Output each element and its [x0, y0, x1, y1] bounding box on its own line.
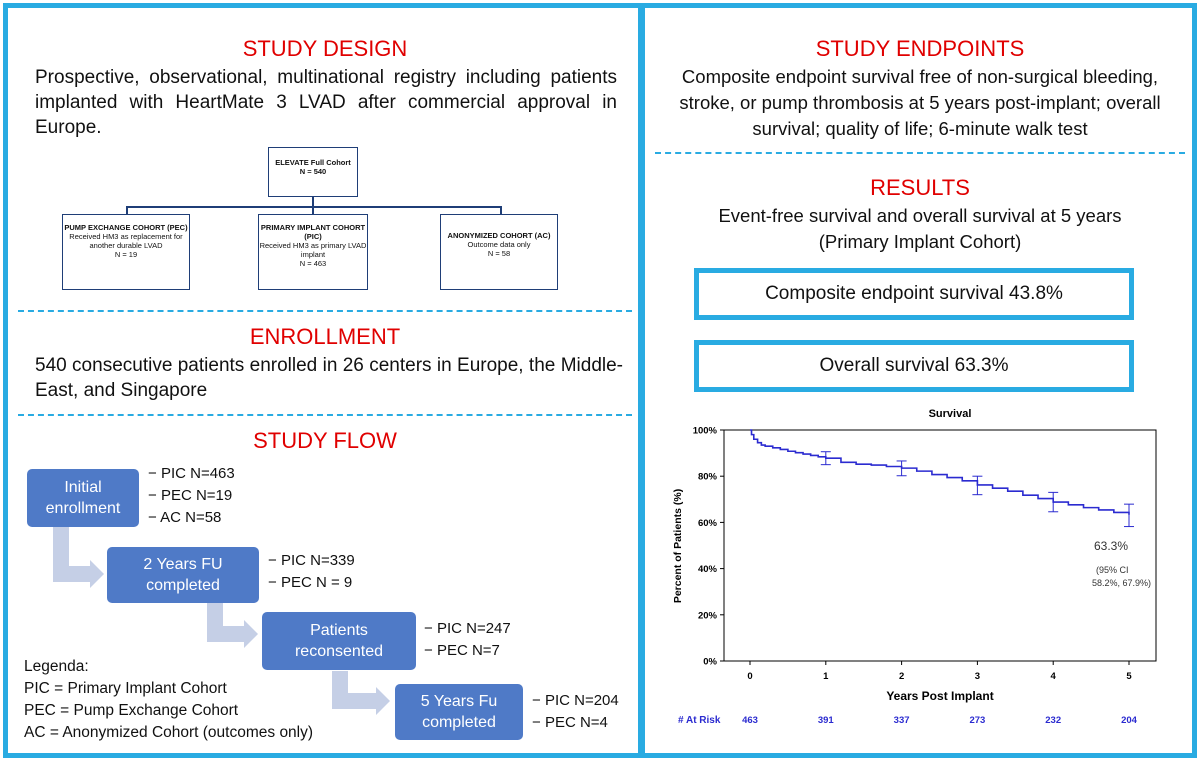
connector	[312, 206, 314, 214]
org-child-name: ANONYMIZED COHORT (AC)	[447, 231, 551, 240]
at-risk-value: 337	[894, 715, 910, 726]
flow-item: AC N=58	[148, 507, 235, 529]
y-tick-label: 60%	[698, 518, 718, 529]
org-child-n: N = 19	[114, 250, 138, 259]
composite-survival-box: Composite endpoint survival 43.8%	[694, 268, 1134, 320]
study-design-title: STUDY DESIGN	[242, 36, 408, 61]
divider	[18, 310, 632, 312]
org-child-desc: Outcome data only	[467, 240, 531, 249]
org-child-ac: ANONYMIZED COHORT (AC) Outcome data only…	[440, 214, 558, 290]
flow-item: PIC N=247	[424, 618, 511, 640]
at-risk-value: 204	[1121, 715, 1138, 726]
at-risk-label: # At Risk	[678, 715, 721, 726]
connector	[126, 206, 128, 214]
x-tick-label: 2	[899, 671, 904, 682]
org-child-pic: PRIMARY IMPLANT COHORT (PIC) Received HM…	[258, 214, 368, 290]
at-risk-value: 232	[1045, 715, 1061, 726]
y-tick-label: 20%	[698, 610, 718, 621]
chart-title: Survival	[929, 408, 972, 420]
curve-annotation-ci: (95% CI	[1096, 565, 1129, 575]
at-risk-value: 463	[742, 715, 758, 726]
enrollment-title: ENROLLMENT	[249, 324, 401, 349]
flow-item: PEC N=19	[148, 485, 235, 507]
overall-survival-box: Overall survival 63.3%	[694, 340, 1134, 392]
curve-annotation-value: 63.3%	[1094, 539, 1128, 553]
flow-step-list: PIC N=339 PEC N = 9	[268, 550, 355, 594]
flow-step-label: 2 Years FU completed	[143, 556, 223, 594]
flow-item: PEC N = 9	[268, 572, 355, 594]
flow-item: PIC N=339	[268, 550, 355, 572]
flow-step-initial: Initial enrollment	[27, 469, 139, 527]
flow-step-reconsent: Patients reconsented	[262, 612, 416, 670]
org-child-name: PRIMARY IMPLANT COHORT (PIC)	[260, 223, 366, 241]
x-tick-label: 4	[1051, 671, 1057, 682]
y-axis-label: Percent of Patients (%)	[672, 489, 684, 603]
flow-item: PEC N=7	[424, 640, 511, 662]
flow-item: PIC N=204	[532, 690, 619, 712]
x-tick-label: 0	[747, 671, 752, 682]
org-top-n: N = 540	[299, 167, 327, 176]
right-panel	[640, 3, 1197, 758]
x-tick-label: 3	[975, 671, 980, 682]
flow-step-label: Initial enrollment	[45, 479, 121, 517]
org-child-name: PUMP EXCHANGE COHORT (PEC)	[64, 223, 188, 232]
flow-step-list: PIC N=463 PEC N=19 AC N=58	[148, 463, 235, 529]
survival-curve	[750, 429, 1130, 515]
study-flow-title: STUDY FLOW	[253, 428, 397, 453]
legend-title: Legenda:	[24, 658, 89, 675]
connector	[500, 206, 502, 214]
flow-item: PEC N=4	[532, 712, 619, 734]
org-top-box: ELEVATE Full Cohort N = 540	[268, 147, 358, 197]
at-risk-value: 391	[818, 715, 835, 726]
divider	[18, 414, 632, 416]
results-title: RESULTS	[870, 175, 970, 200]
org-child-desc: Received HM3 as primary LVAD implant	[259, 241, 367, 259]
x-axis-label: Years Post Implant	[886, 689, 993, 703]
flow-item: PIC N=463	[148, 463, 235, 485]
org-child-n: N = 463	[299, 259, 327, 268]
legend-item: PIC = Primary Implant Cohort	[24, 680, 227, 697]
org-child-pec: PUMP EXCHANGE COHORT (PEC) Received HM3 …	[62, 214, 190, 290]
endpoints-title: STUDY ENDPOINTS	[815, 36, 1025, 61]
results-subtitle-line: (Primary Implant Cohort)	[818, 231, 1022, 252]
connector	[312, 197, 314, 207]
study-design-text: Prospective, observational, multinationa…	[35, 67, 617, 138]
endpoints-text: Composite endpoint survival free of non-…	[679, 66, 1161, 139]
at-risk-value: 273	[969, 715, 985, 726]
y-tick-label: 0%	[703, 657, 717, 668]
curve-annotation-ci: 58.2%, 67.9%)	[1092, 578, 1151, 588]
org-child-n: N = 58	[487, 249, 511, 258]
org-child-desc: Received HM3 as replacement for another …	[69, 232, 183, 250]
enrollment-text: 540 consecutive patients enrolled in 26 …	[35, 355, 623, 401]
flow-legend: Legenda: PIC = Primary Implant Cohort PE…	[24, 656, 313, 744]
org-top-name: ELEVATE Full Cohort	[275, 158, 351, 167]
survival-chart: Survival Percent of Patients (%) Years P…	[672, 408, 1157, 726]
flow-step-5yr: 5 Years Fu completed	[395, 684, 523, 740]
plot-frame	[723, 429, 1157, 662]
results-subtitle: Event-free survival and overall survival…	[660, 203, 1180, 255]
x-tick-label: 5	[1126, 671, 1132, 682]
flow-step-2yr: 2 Years FU completed	[107, 547, 259, 603]
flow-step-label: Patients reconsented	[294, 622, 384, 660]
legend-item: PEC = Pump Exchange Cohort	[24, 702, 239, 719]
flow-step-list: PIC N=247 PEC N=7	[424, 618, 511, 662]
y-tick-label: 80%	[698, 472, 718, 483]
y-tick-label: 100%	[693, 426, 718, 437]
results-subtitle-line: Event-free survival and overall survival…	[718, 205, 1122, 226]
divider	[655, 152, 1185, 154]
y-tick-label: 40%	[698, 564, 718, 575]
legend-item: AC = Anonymized Cohort (outcomes only)	[24, 724, 314, 741]
flow-step-label: 5 Years Fu completed	[420, 693, 498, 731]
x-tick-label: 1	[823, 671, 829, 682]
connector	[126, 206, 501, 208]
flow-step-list: PIC N=204 PEC N=4	[532, 690, 619, 734]
overall-survival-text: Overall survival 63.3%	[819, 355, 1009, 376]
composite-survival-text: Composite endpoint survival 43.8%	[765, 283, 1063, 304]
